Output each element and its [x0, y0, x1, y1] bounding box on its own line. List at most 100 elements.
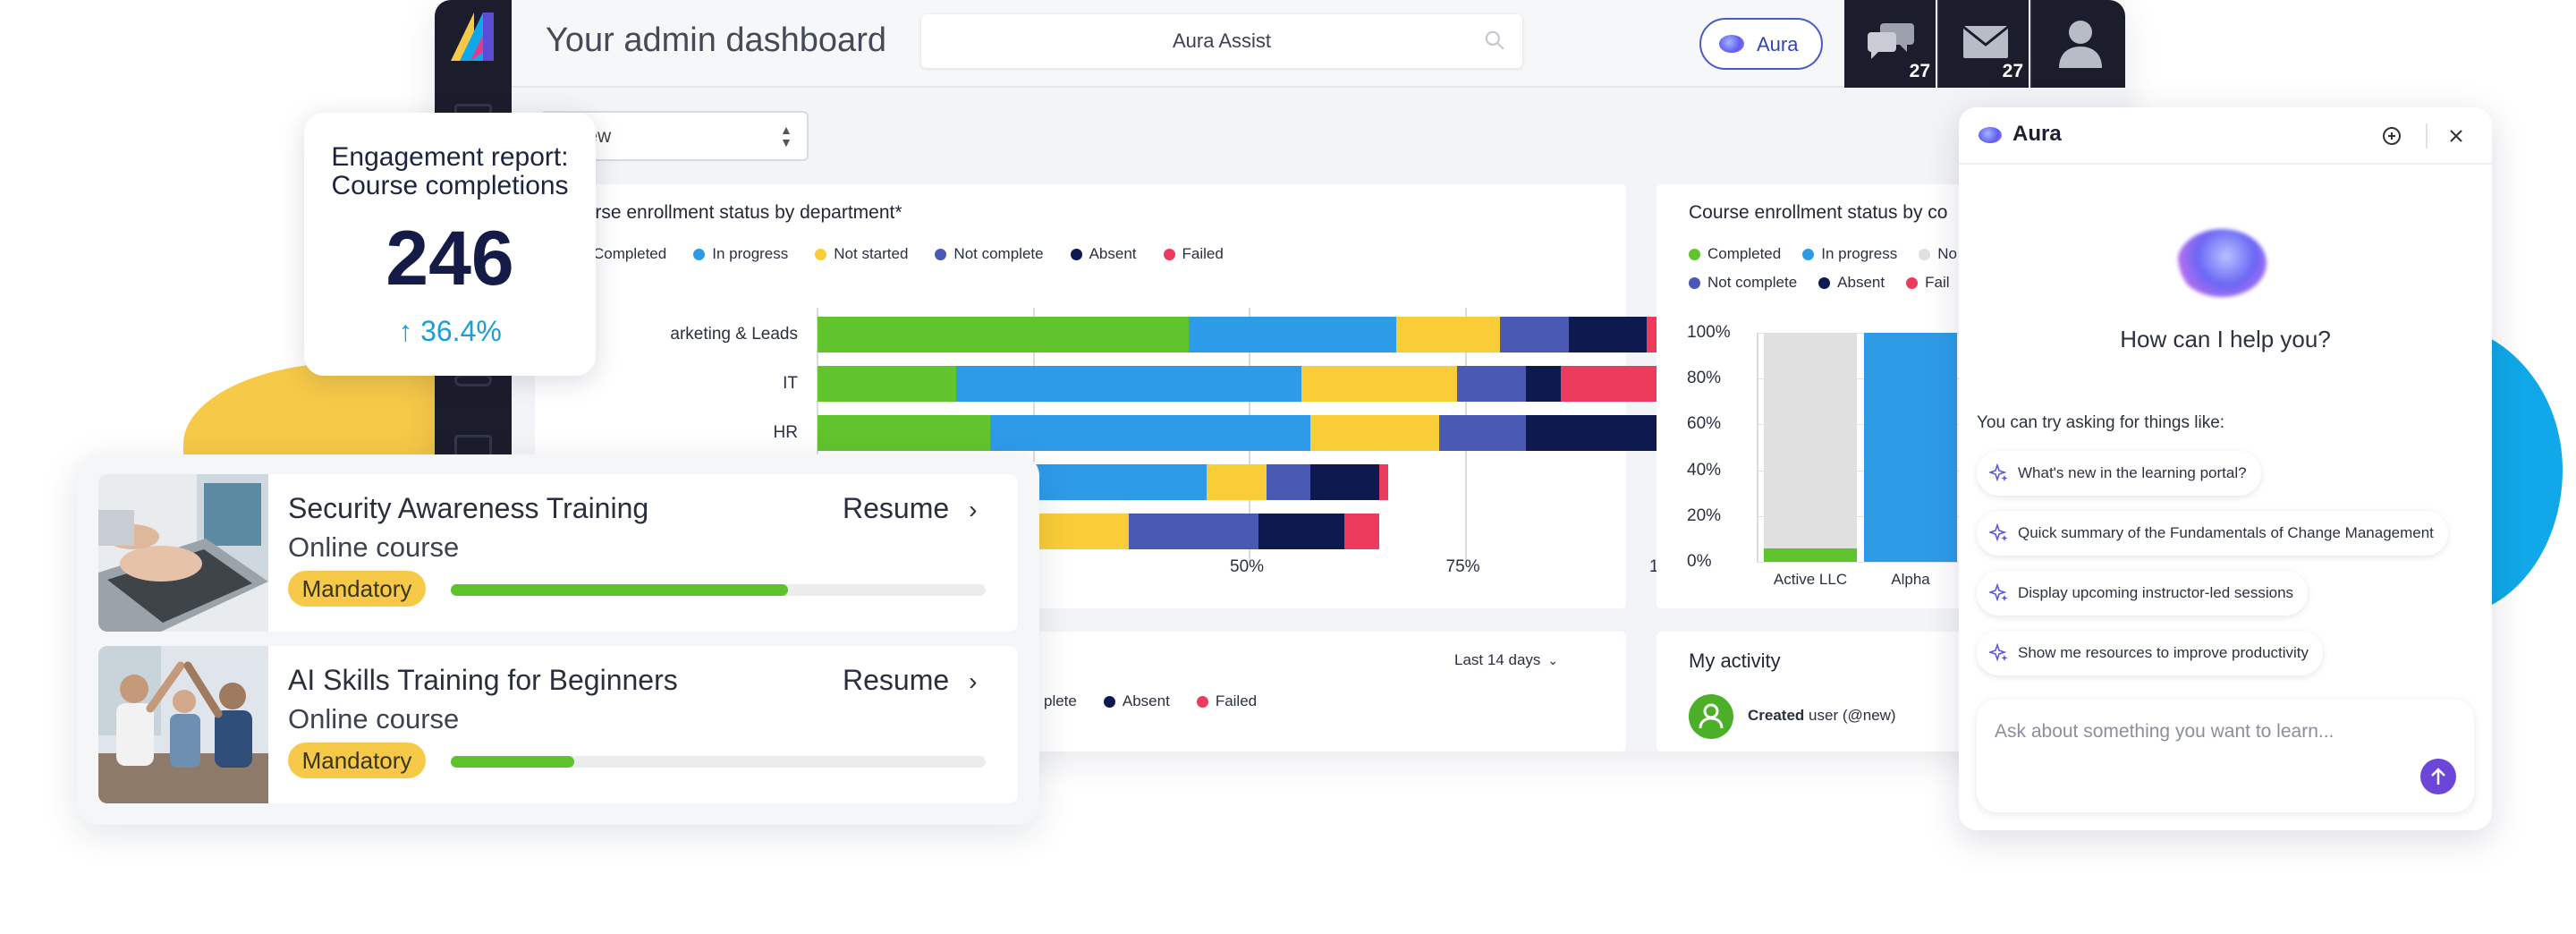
dept-bar-row-2[interactable]: [818, 415, 1682, 451]
legend-item-in-progress[interactable]: In progress: [1802, 245, 1897, 263]
close-icon[interactable]: [2447, 127, 2465, 145]
legend-swatch: [1689, 276, 1700, 289]
legend-label: In progress: [712, 245, 789, 262]
chat-button[interactable]: 27: [1844, 0, 1936, 88]
bar-segment-not-complete[interactable]: [1456, 366, 1527, 402]
bar-segment-not-complete[interactable]: [1128, 514, 1258, 549]
legend-swatch: [1919, 248, 1931, 260]
sparkle-icon: [1989, 583, 2008, 602]
aura-input-placeholder: Ask about something you want to learn...: [1995, 721, 2334, 742]
engagement-report-card[interactable]: Engagement report: Course completions 24…: [304, 113, 596, 376]
bar-segment-not-started[interactable]: [1301, 366, 1457, 402]
y-tick-label: 60%: [1687, 414, 1722, 434]
bar-segment-absent[interactable]: [1569, 317, 1648, 352]
profile-button[interactable]: [2030, 0, 2125, 88]
legend-label: Absent: [1837, 274, 1885, 291]
search-icon[interactable]: [1483, 29, 1506, 52]
legend-item-completed[interactable]: Completed: [1689, 245, 1781, 263]
bar-segment-not-complete[interactable]: [1500, 317, 1570, 352]
course-progress-fill: [451, 756, 574, 768]
course-card-security[interactable]: Security Awareness Training Online cours…: [98, 474, 1018, 632]
legend-label: No: [1937, 245, 1957, 262]
search-input[interactable]: Aura Assist: [1172, 30, 1272, 52]
bar-segment-in-progress[interactable]: [1189, 317, 1397, 352]
legend-item-not-complete[interactable]: Not complete: [935, 245, 1044, 263]
workflow-nav-icon[interactable]: [454, 374, 492, 386]
search-box[interactable]: Aura Assist: [921, 14, 1522, 68]
bar-segment-failed[interactable]: [1378, 464, 1388, 500]
activity-item[interactable]: Created user (@new): [1748, 707, 1896, 725]
suggestion-chip[interactable]: Show me resources to improve productivit…: [1977, 631, 2324, 675]
resume-button[interactable]: Resume ›: [843, 492, 977, 525]
bar-segment-absent[interactable]: [1526, 415, 1674, 451]
bar-segment-in-progress[interactable]: [990, 415, 1310, 451]
y-tick-label: 80%: [1687, 369, 1722, 388]
y-tick-label: 20%: [1687, 505, 1722, 525]
mail-button[interactable]: 27: [1937, 0, 2029, 88]
course-progress-bar: [451, 756, 986, 768]
legend-swatch: [935, 248, 947, 260]
bar-segment-completed[interactable]: [818, 366, 956, 402]
bar-segment-not-started[interactable]: [1309, 415, 1440, 451]
course-title: Security Awareness Training: [288, 492, 649, 524]
bar-segment-completed[interactable]: [818, 317, 1190, 352]
legend-swatch: [1802, 248, 1815, 260]
legend-swatch: [693, 248, 706, 260]
dept-row-label: HR: [773, 423, 798, 442]
bar-segment-in-progress[interactable]: [955, 366, 1301, 402]
resume-button[interactable]: Resume ›: [843, 664, 977, 697]
course-card-ai-skills[interactable]: AI Skills Training for Beginners Online …: [98, 646, 1018, 803]
course-progress-bar: [451, 584, 986, 596]
bar-segment-not-started[interactable]: [1764, 333, 1857, 548]
legend-item-in-progress[interactable]: In progress: [693, 245, 788, 263]
legend-item-failed[interactable]: Failed: [1163, 245, 1224, 263]
bar-segment-absent[interactable]: [1258, 514, 1345, 549]
legend-item-fail[interactable]: Fail: [1906, 274, 1950, 292]
dept-enrollment-chart-card: ourse enrollment status by department* C…: [535, 184, 1693, 608]
legend-item-not-complete[interactable]: Not complete: [1689, 274, 1797, 292]
bar-segment-absent[interactable]: [1526, 366, 1561, 402]
aura-prompt-input[interactable]: Ask about something you want to learn...: [1977, 700, 2474, 812]
mail-count-badge: 27: [2002, 61, 2023, 81]
legend-item-not-started[interactable]: Not started: [815, 245, 908, 263]
bar-segment-not-complete[interactable]: [1439, 415, 1527, 451]
dept-bar-row-0[interactable]: [818, 317, 1682, 352]
send-button[interactable]: [2420, 759, 2456, 794]
dept-chart-title: ourse enrollment status by department*: [574, 202, 902, 223]
engagement-title-line2: Course completions: [331, 171, 569, 200]
dept-bar-row-1[interactable]: [818, 366, 1682, 402]
y-tick-label: 40%: [1687, 460, 1722, 480]
legend-item-failed[interactable]: Failed: [1196, 692, 1257, 710]
suggestion-chip[interactable]: Display upcoming instructor-led sessions: [1977, 571, 2309, 616]
legend-item-absent[interactable]: Absent: [1818, 274, 1885, 292]
mandatory-badge: Mandatory: [288, 571, 426, 607]
bar-segment-in-progress[interactable]: [1864, 333, 1957, 562]
bar-segment-not-complete[interactable]: [1267, 464, 1310, 500]
resume-label: Resume: [843, 664, 950, 696]
dept-row-label: IT: [783, 374, 798, 393]
date-range-label: Last 14 days: [1454, 651, 1541, 668]
bar-segment-not-started[interactable]: [1396, 317, 1501, 352]
bar-segment-absent[interactable]: [1309, 464, 1379, 500]
bar-segment-failed[interactable]: [1344, 514, 1379, 549]
legend-item-absent[interactable]: Absent: [1103, 692, 1170, 710]
sparkle-icon: [1989, 643, 2008, 662]
suggestion-chip[interactable]: What's new in the learning portal?: [1977, 451, 2261, 496]
legend-label: Completed: [1707, 245, 1782, 262]
legend-label: Absent: [1089, 245, 1137, 262]
new-chat-icon[interactable]: [2381, 125, 2402, 147]
app-logo-icon[interactable]: [447, 9, 499, 63]
bar-segment-completed[interactable]: [1764, 548, 1857, 562]
legend-swatch: [1818, 276, 1831, 289]
legend-item-absent[interactable]: Absent: [1070, 245, 1137, 263]
legend-item-no[interactable]: No: [1919, 245, 1957, 263]
company-chart-plot: 100% 80% 60% 40% 20% 0% Active LLC Alpha: [1657, 184, 2125, 608]
bar-segment-not-started[interactable]: [1206, 464, 1267, 500]
bar-segment-completed[interactable]: [818, 415, 991, 451]
legend-label: Completed: [593, 245, 667, 262]
aura-button[interactable]: Aura: [1699, 18, 1823, 70]
suggestion-chip[interactable]: Quick summary of the Fundamentals of Cha…: [1977, 511, 2448, 556]
y-tick-label: 100%: [1687, 323, 1731, 342]
date-range-select[interactable]: Last 14 days ⌄: [1454, 651, 1558, 669]
aura-panel-title: Aura: [2012, 122, 2062, 146]
